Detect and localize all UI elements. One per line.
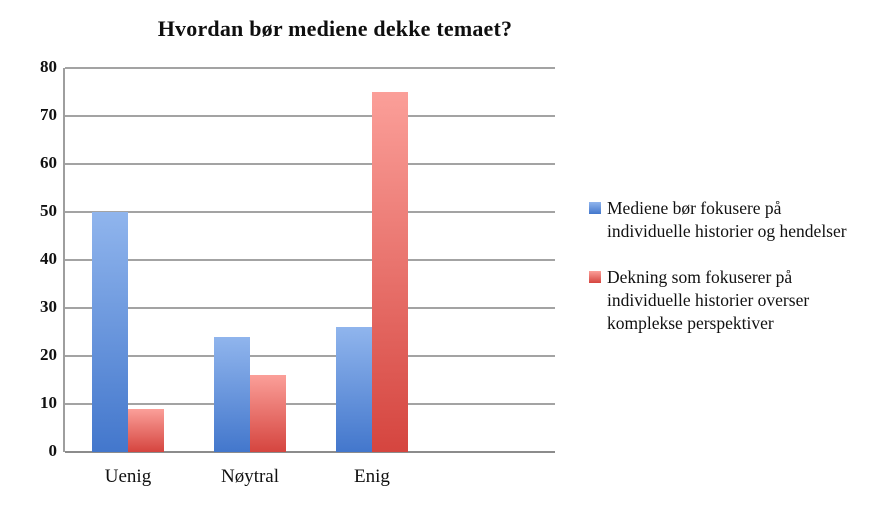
legend-swatch-series2 xyxy=(589,270,601,283)
gridline xyxy=(65,451,555,453)
bar-series1-uenig xyxy=(92,212,128,452)
legend-label: Dekning som fokuserer på individuelle hi… xyxy=(607,266,810,334)
gridline xyxy=(65,307,555,309)
bar-series2-nøytral xyxy=(250,375,286,452)
gridline xyxy=(65,259,555,261)
x-axis-label: Enig xyxy=(354,466,390,487)
legend-item: Dekning som fokuserer på individuelle hi… xyxy=(589,266,877,336)
bar-series1-enig xyxy=(336,327,372,452)
y-tick-label: 10 xyxy=(40,393,57,412)
gridline xyxy=(65,403,555,405)
gridline xyxy=(65,211,555,213)
y-tick-label: 40 xyxy=(40,249,57,268)
gridline xyxy=(65,163,555,165)
gridline xyxy=(65,355,555,357)
legend-swatch-series1 xyxy=(589,202,601,214)
bar-series2-enig xyxy=(372,92,408,452)
legend-label: Mediene bør fokusere på individuelle his… xyxy=(607,198,847,242)
y-tick-label: 80 xyxy=(40,57,57,76)
y-tick-label: 50 xyxy=(40,201,57,220)
x-axis-label: Uenig xyxy=(104,466,152,487)
bar-series1-nøytral xyxy=(214,336,250,452)
y-tick-label: 60 xyxy=(40,153,57,172)
y-tick-label: 70 xyxy=(40,105,57,124)
chart-title: Hvordan bør mediene dekke temaet? xyxy=(157,16,513,41)
y-tick-label: 0 xyxy=(48,441,58,460)
gridline xyxy=(65,67,555,69)
gridline xyxy=(65,115,555,117)
y-tick-label: 20 xyxy=(40,345,57,364)
bar-series2-uenig xyxy=(128,408,164,452)
legend-item: Mediene bør fokusere på individuelle his… xyxy=(589,197,877,244)
chart-legend: Mediene bør fokusere på individuelle his… xyxy=(589,197,877,357)
plot-area: 0 10 20 30 40 50 60 70 80 Uenig Nøytral Enig xyxy=(40,57,555,487)
y-tick-label: 30 xyxy=(40,297,57,316)
x-axis-label: Nøytral xyxy=(220,466,280,487)
